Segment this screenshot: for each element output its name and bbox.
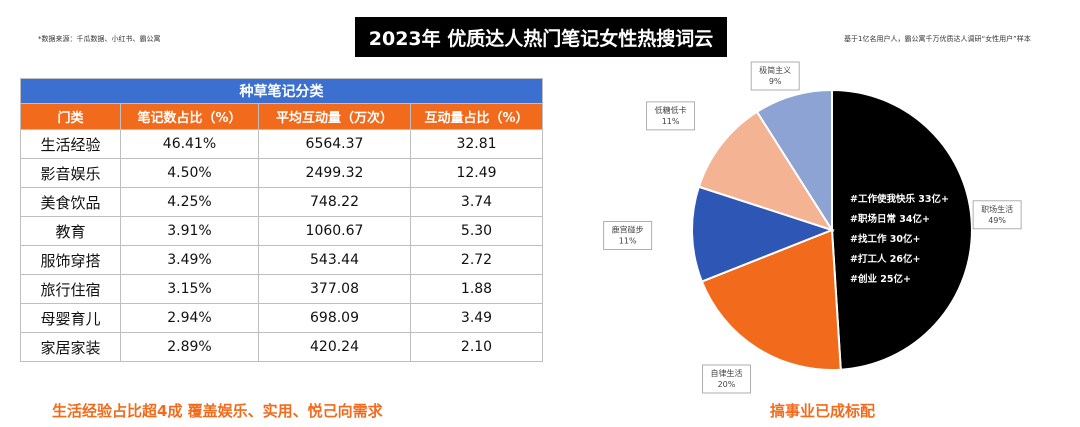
table-row: 旅行住宿 3.15% 377.08 1.88 [20,274,543,304]
slice-label: 极简主义 9% [750,61,800,91]
table-row: 教育 3.91% 1060.67 5.30 [20,216,543,246]
pie-slice-4 [755,88,833,234]
slice-label-box [646,101,696,131]
table-row: 服饰穿搭 3.49% 543.44 2.72 [20,245,543,275]
table-row: 美食饮品 4.25% 748.22 3.74 [20,187,543,217]
category-table: 种草笔记分类 门类 笔记数占比（%） 平均互动量（万次） 互动量占比（%） 生活经验 4… [20,78,543,362]
row-category: 母婴育儿 [20,303,121,333]
source-note: *数据来源：千瓜数据、小红书、霸公寓 [38,35,161,43]
table-cell: 543.44 [258,245,411,275]
slice-label-box [603,221,653,250]
slice-label-pct: 11% [619,237,637,246]
table-cell: 3.49 [410,303,543,333]
table-conclusion: 生活经验占比超4成 覆盖娱乐、实用、悦己向需求 [52,402,383,420]
slice-label-pct: 20% [718,380,736,389]
slice-label-box [972,200,1022,230]
hashtag-annotation: #创业 25亿+ [850,273,911,285]
table-cell: 2499.32 [258,158,411,188]
slice-label-box [702,364,751,394]
hashtag-annotation: #找工作 30亿+ [850,233,920,245]
table-cell: 2.89% [120,332,259,362]
slice-label: 职场生活 49% [972,200,1022,230]
slice-label-pct: 49% [988,216,1006,225]
slice-label: 鹿宫碰步 11% [603,221,653,250]
table-cell: 3.74 [410,187,543,217]
slice-label-name: 极简主义 [759,65,791,75]
table-cell: 377.08 [258,274,411,304]
slice-label-name: 自律生活 [710,368,742,378]
table-cell: 3.15% [120,274,259,304]
table-cell: 748.22 [258,187,411,217]
row-category: 旅行住宿 [20,274,121,304]
table-row: 家居家装 2.89% 420.24 2.10 [20,332,543,362]
page-title: 2023年 优质达人热门笔记女性热搜词云 [355,17,727,57]
sample-note: 基于1亿名用户人，霸公寓千万优质达人调研“女性用户”样本 [844,35,1031,43]
column-header: 门类 [20,103,121,130]
table-cell: 3.49% [120,245,259,275]
table-row: 生活经验 46.41% 6564.37 32.81 [20,129,543,159]
table-cell: 2.94% [120,303,259,333]
table-cell: 5.30 [410,216,543,246]
table-cell: 46.41% [120,129,259,159]
column-header: 平均互动量（万次） [258,103,411,130]
table-cell: 420.24 [258,332,411,362]
pie-slice-1 [700,228,842,371]
pie-slice-3 [697,110,835,232]
pie-slice-2 [691,185,835,283]
table-cell: 2.10 [410,332,543,362]
table-cell: 1060.67 [258,216,411,246]
table-cell: 3.91% [120,216,259,246]
row-category: 服饰穿搭 [20,245,121,275]
row-category: 影音娱乐 [20,158,121,188]
slice-label-pct: 9% [769,77,782,86]
slice-label-name: 鹿宫碰步 [612,225,644,235]
table-category-header: 种草笔记分类 [20,78,543,104]
pie-slice-0 [831,88,973,371]
column-header: 笔记数占比（%） [120,103,259,130]
table-row: 影音娱乐 4.50% 2499.32 12.49 [20,158,543,188]
table-cell: 4.25% [120,187,259,217]
row-category: 教育 [20,216,121,246]
table-cell: 32.81 [410,129,543,159]
table-cell: 6564.37 [258,129,411,159]
slice-label-box [750,61,800,91]
row-category: 生活经验 [20,129,121,159]
slice-label-name: 职场生活 [981,204,1013,214]
table-cell: 2.72 [410,245,543,275]
slice-label: 自律生活 20% [702,364,751,394]
table-row: 母婴育儿 2.94% 698.09 3.49 [20,303,543,333]
table-cell: 698.09 [258,303,411,333]
table-cell: 1.88 [410,274,543,304]
hashtag-annotation: #打工人 26亿+ [850,253,920,265]
hashtag-annotation: #职场日常 34亿+ [850,213,930,225]
table-cell: 4.50% [120,158,259,188]
chart-conclusion: 搞事业已成标配 [770,402,876,420]
slice-label: 低糖低卡 11% [646,101,696,131]
pie-chart: 职场生活 49% 自律生活 20% 鹿宫碰步 11% 低糖低卡 11% 极简主义 9% #工作使我… [603,61,1022,394]
data-table: 种草笔记分类 门类 笔记数占比（%） 平均互动量（万次） 互动量占比（%） 生活经验 4… [20,78,543,362]
slice-label-name: 低糖低卡 [655,105,687,115]
column-header: 互动量占比（%） [410,103,543,130]
table-cell: 12.49 [410,158,543,188]
row-category: 家居家装 [20,332,121,362]
hashtag-annotation: #工作使我快乐 33亿+ [850,193,949,205]
slice-label-pct: 11% [662,117,680,126]
row-category: 美食饮品 [20,187,121,217]
